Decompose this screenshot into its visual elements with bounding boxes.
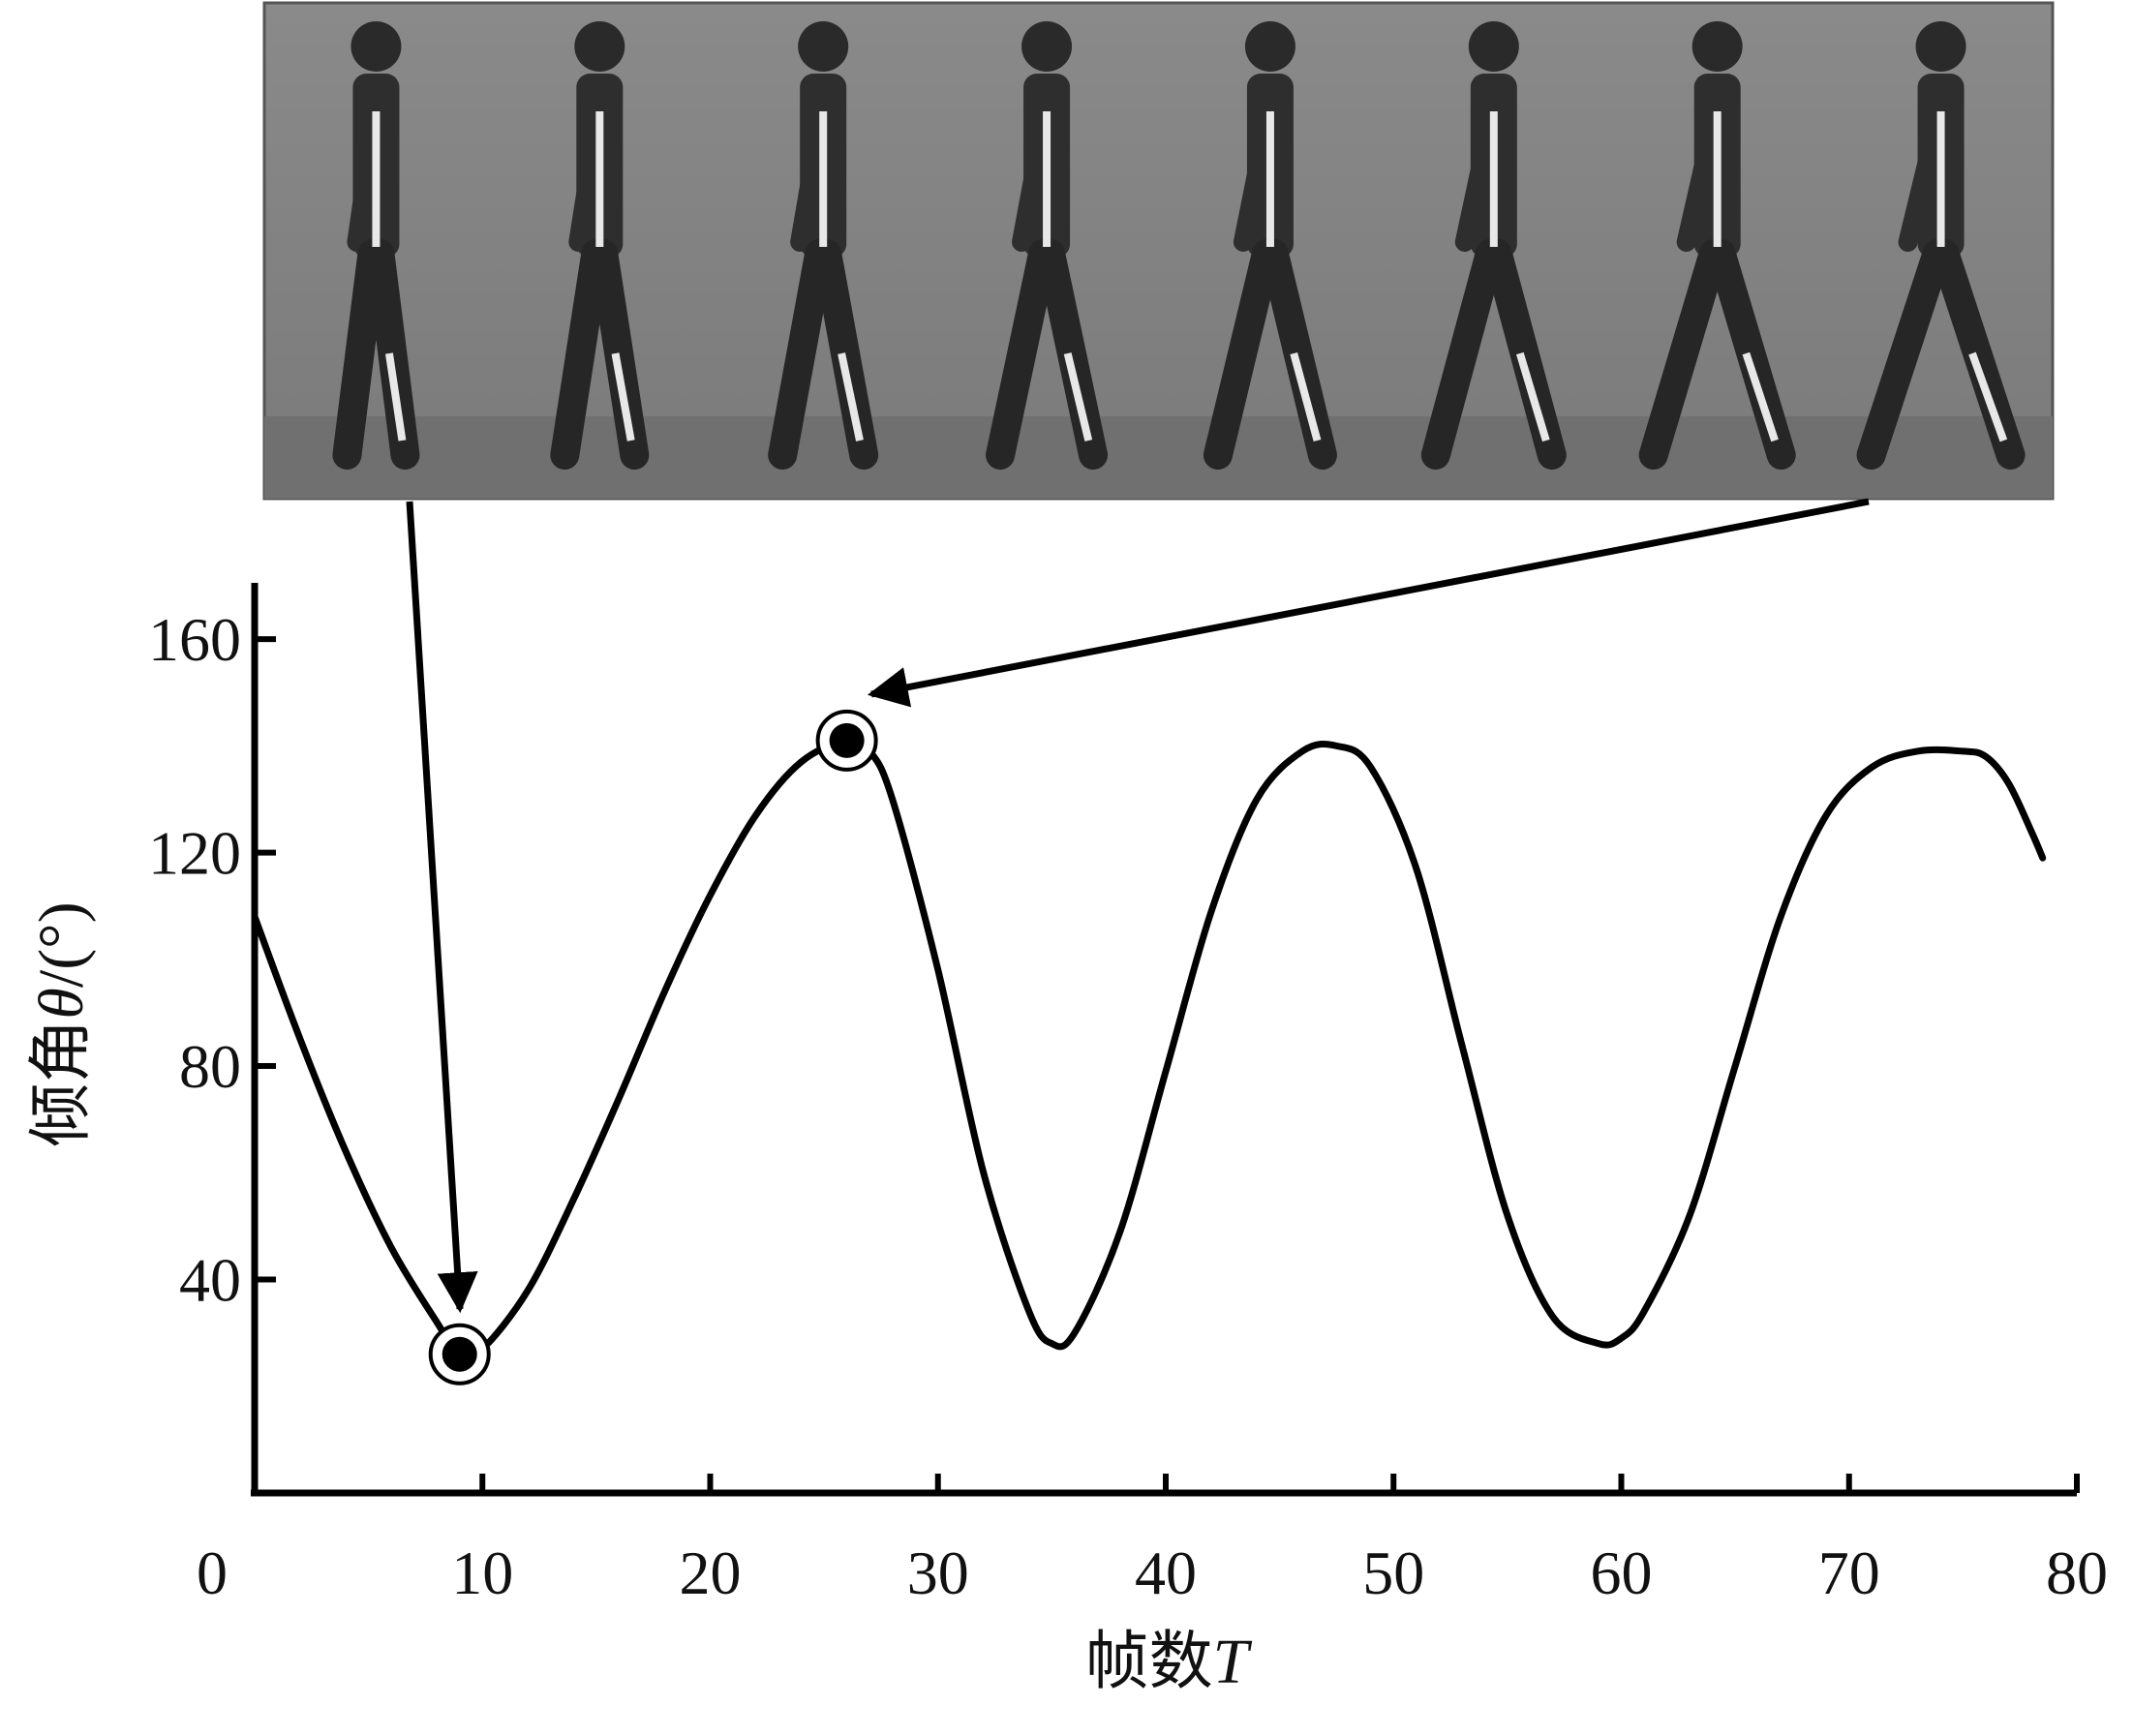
y-tick-label: 80 — [179, 1032, 241, 1101]
walker-frame — [768, 21, 879, 470]
y-tick-label: 160 — [148, 605, 241, 674]
walker-shank-marker — [384, 352, 407, 442]
walker-frame — [1203, 21, 1337, 470]
walker-head — [1691, 21, 1743, 72]
arrow-to-minimum — [406, 501, 478, 1314]
x-axis-title: 帧数T — [1085, 1627, 1253, 1697]
y-tick-label: 120 — [148, 819, 241, 888]
x-tick-label: 50 — [1362, 1538, 1424, 1607]
walker-frame — [332, 21, 420, 470]
y-axis-title: 倾角θ/(°) — [26, 901, 97, 1146]
walker-leg-back — [1420, 239, 1505, 470]
walker-head — [798, 21, 849, 72]
walker-leg-back — [768, 239, 835, 470]
x-tick-label: 40 — [1135, 1538, 1197, 1607]
walker-arm — [1233, 97, 1280, 252]
tilt-angle-curve — [251, 736, 2047, 1361]
walker-frame — [550, 21, 650, 470]
walker-frame — [986, 21, 1109, 470]
walker-shank-marker — [1742, 351, 1779, 442]
y-tick-label: 40 — [179, 1246, 241, 1315]
walker-frame — [1856, 21, 2026, 470]
walker-head — [574, 21, 625, 72]
x-tick-label: 60 — [1591, 1538, 1653, 1607]
walker-arm — [1454, 97, 1504, 252]
walker-head — [1244, 21, 1295, 72]
walker-arm — [1898, 97, 1951, 252]
x-tick-label: 30 — [907, 1538, 969, 1607]
walker-frame — [1420, 21, 1567, 470]
x-tick-label: 10 — [451, 1538, 513, 1607]
x-tick-label: 20 — [680, 1538, 742, 1607]
walker-shank-marker — [838, 352, 864, 442]
walker-arm — [1676, 97, 1727, 252]
highlight-point — [442, 1336, 477, 1372]
walker-head — [1021, 21, 1073, 72]
walker-leg-back — [332, 239, 387, 470]
x-tick-label: 70 — [1818, 1538, 1880, 1607]
x-tick-label: 0 — [197, 1538, 228, 1607]
walker-head — [1915, 21, 1966, 72]
walker-shank-marker — [1290, 351, 1322, 442]
walker-shank-marker — [1515, 351, 1550, 442]
walker-leg-back — [1638, 239, 1728, 470]
walking-photo-strip — [262, 1, 2055, 501]
walker-leg-back — [986, 239, 1058, 470]
arrow-to-maximum — [867, 498, 1870, 708]
walker-head — [1468, 21, 1519, 72]
walker-leg-back — [1203, 239, 1281, 470]
highlight-point — [829, 722, 865, 758]
walker-shank-marker — [611, 352, 635, 442]
x-tick-label: 80 — [2046, 1538, 2108, 1607]
walker-shank-marker — [1063, 352, 1093, 442]
walker-arm — [1012, 97, 1057, 252]
walker-frame — [1638, 21, 1796, 470]
walker-shank-marker — [1968, 351, 2008, 442]
walker-head — [350, 21, 402, 72]
tilt-angle-chart: 40 80 120 160 0 10 20 30 40 50 60 70 80 帧数T 倾角θ/(°) — [26, 498, 2108, 1697]
walker-leg-back — [1856, 239, 1952, 470]
walker-leg-back — [550, 239, 611, 470]
